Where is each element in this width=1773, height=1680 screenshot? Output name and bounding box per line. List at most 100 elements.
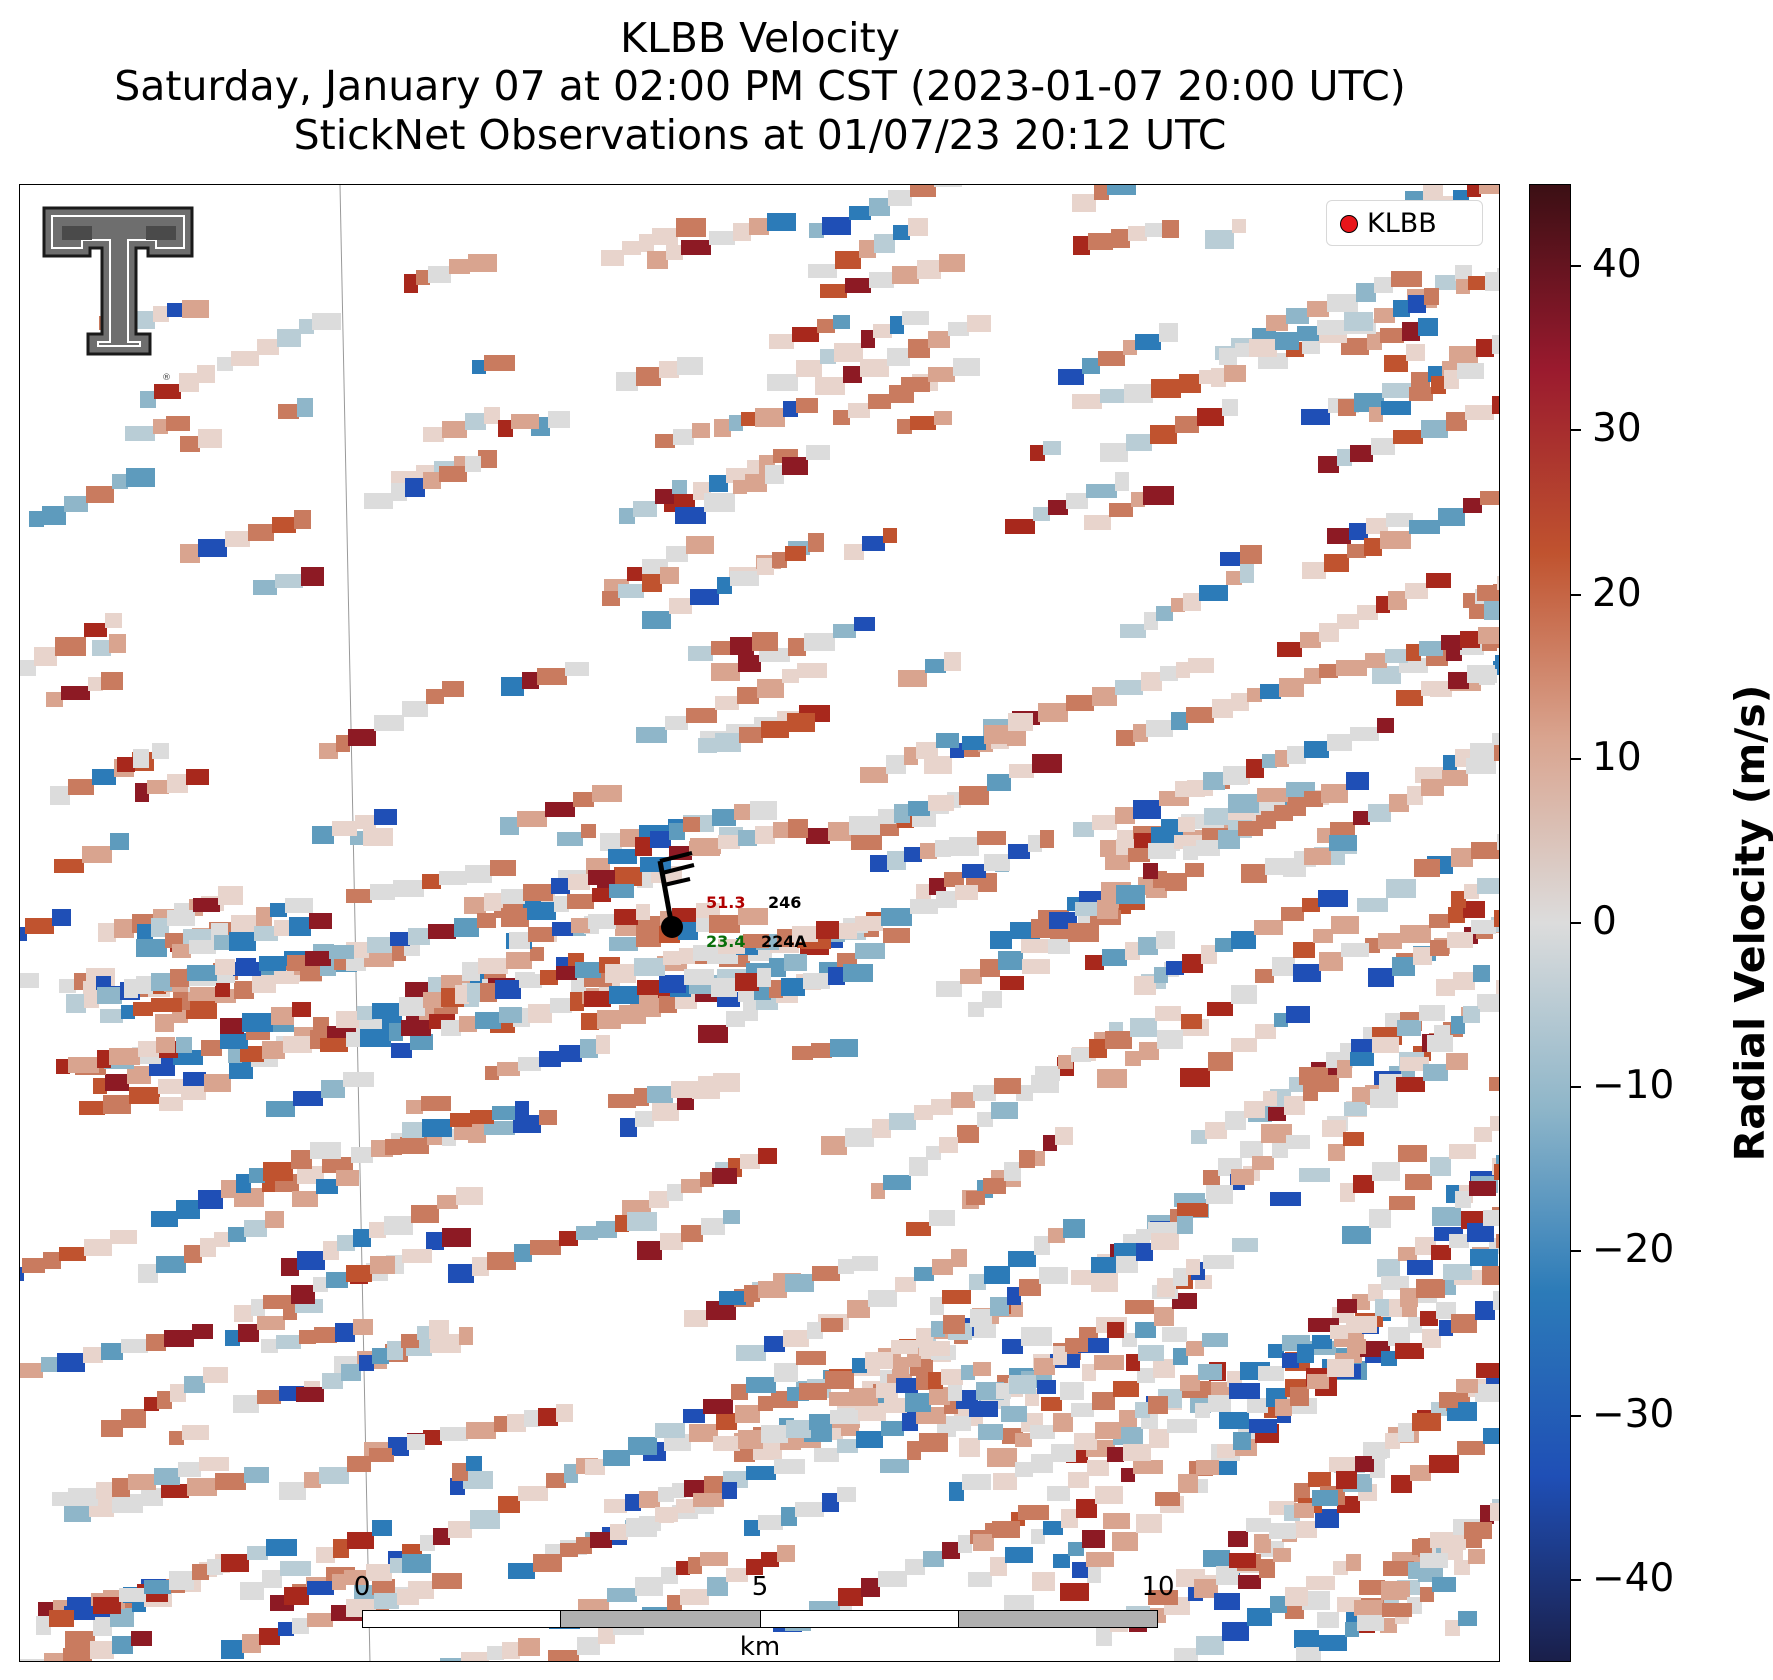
velocity-gate xyxy=(904,847,922,862)
velocity-gate xyxy=(1391,1475,1412,1493)
velocity-gate xyxy=(746,1559,763,1575)
velocity-gate xyxy=(1205,1122,1227,1139)
velocity-gate xyxy=(644,1000,661,1017)
velocity-gate xyxy=(892,1357,909,1375)
velocity-gate xyxy=(138,1041,158,1057)
velocity-gate xyxy=(901,377,930,392)
velocity-gate xyxy=(1183,846,1198,860)
velocity-gate xyxy=(1258,1366,1284,1381)
velocity-gate xyxy=(1022,959,1050,974)
velocity-gate xyxy=(1369,1209,1391,1228)
velocity-gate xyxy=(1038,703,1068,722)
velocity-gate xyxy=(567,894,594,909)
velocity-gate xyxy=(1272,957,1295,976)
velocity-gate xyxy=(761,721,789,738)
velocity-gate xyxy=(450,1478,465,1495)
velocity-gate xyxy=(939,254,965,272)
velocity-gate xyxy=(119,1588,146,1602)
colorbar-label: Radial Velocity (m/s) xyxy=(1726,684,1773,1162)
velocity-gate xyxy=(1039,1267,1068,1284)
texas-tech-logo: ® xyxy=(40,204,200,388)
velocity-gate xyxy=(698,738,717,753)
velocity-gate xyxy=(1317,320,1346,335)
velocity-gate xyxy=(1429,1455,1459,1473)
velocity-gate xyxy=(1136,1229,1150,1243)
velocity-gate xyxy=(799,1383,827,1400)
velocity-gate xyxy=(678,922,698,940)
colorbar-tick xyxy=(1571,265,1581,268)
velocity-gate xyxy=(847,1300,870,1318)
velocity-gate xyxy=(522,672,539,689)
velocity-gate xyxy=(890,316,904,334)
velocity-gate xyxy=(733,223,751,241)
velocity-gate xyxy=(554,896,569,912)
velocity-gate xyxy=(928,367,955,382)
velocity-gate xyxy=(66,994,86,1013)
velocity-gate xyxy=(1266,315,1288,331)
velocity-gate xyxy=(1454,1560,1470,1575)
velocity-gate xyxy=(1095,1422,1121,1439)
velocity-gate xyxy=(1357,1615,1384,1631)
velocity-gate xyxy=(176,1200,200,1219)
velocity-gate xyxy=(121,1409,146,1428)
velocity-gate xyxy=(1028,835,1042,852)
velocity-gate xyxy=(131,1631,152,1646)
velocity-gate xyxy=(1476,339,1494,357)
velocity-gate xyxy=(63,1648,92,1661)
velocity-gate xyxy=(1144,612,1158,630)
velocity-gate xyxy=(627,567,644,581)
velocity-gate xyxy=(1308,1472,1331,1487)
station-246-id[interactable]: 246 xyxy=(768,893,802,912)
velocity-gate xyxy=(758,1148,777,1164)
velocity-gate xyxy=(1284,1096,1305,1115)
velocity-gate xyxy=(164,1330,194,1347)
velocity-gate xyxy=(354,1585,374,1600)
velocity-gate xyxy=(1135,334,1161,350)
velocity-gate xyxy=(1423,185,1443,203)
velocity-gate xyxy=(663,951,681,965)
velocity-gate xyxy=(390,1558,404,1573)
velocity-gate xyxy=(637,980,661,995)
velocity-gate xyxy=(316,1179,338,1194)
velocity-gate xyxy=(506,952,532,969)
velocity-gate xyxy=(1423,1064,1448,1081)
velocity-gate xyxy=(1304,668,1321,684)
velocity-gate xyxy=(1419,1005,1445,1021)
velocity-gate xyxy=(332,1574,346,1590)
velocity-gate xyxy=(464,897,486,914)
velocity-gate xyxy=(1216,1566,1239,1585)
velocity-gate xyxy=(1496,1234,1499,1248)
velocity-gate xyxy=(888,190,912,206)
velocity-gate xyxy=(313,1017,329,1032)
velocity-gate xyxy=(374,1593,399,1609)
velocity-gate xyxy=(849,1388,878,1406)
velocity-gate xyxy=(530,1240,561,1255)
velocity-gate xyxy=(538,1408,558,1426)
velocity-gate xyxy=(1307,1374,1329,1389)
velocity-gate xyxy=(893,225,910,240)
velocity-gate xyxy=(982,991,1002,1008)
velocity-gate xyxy=(883,928,910,943)
velocity-gate xyxy=(1270,1192,1301,1206)
velocity-gate xyxy=(263,1162,293,1181)
velocity-gate xyxy=(1063,1219,1085,1238)
velocity-gate xyxy=(1100,389,1126,403)
velocity-gate xyxy=(1465,405,1494,420)
velocity-gate xyxy=(1381,1581,1410,1600)
velocity-gate xyxy=(910,416,936,430)
velocity-gate xyxy=(970,1309,992,1327)
velocity-gate xyxy=(1004,1595,1034,1614)
velocity-gate xyxy=(347,1456,371,1472)
velocity-gate xyxy=(1380,531,1411,549)
velocity-gate xyxy=(1448,907,1465,923)
velocity-gate xyxy=(1065,1338,1088,1352)
velocity-gate xyxy=(1371,438,1395,455)
radar-map[interactable] xyxy=(19,184,1500,1662)
velocity-gate xyxy=(1252,1156,1274,1170)
station-224a-id[interactable]: 224A xyxy=(761,932,807,951)
velocity-gate xyxy=(68,1057,99,1073)
velocity-gate xyxy=(1351,1039,1374,1055)
velocity-gate xyxy=(1369,407,1383,422)
velocity-gate xyxy=(934,411,952,425)
velocity-gate xyxy=(1405,1174,1432,1190)
